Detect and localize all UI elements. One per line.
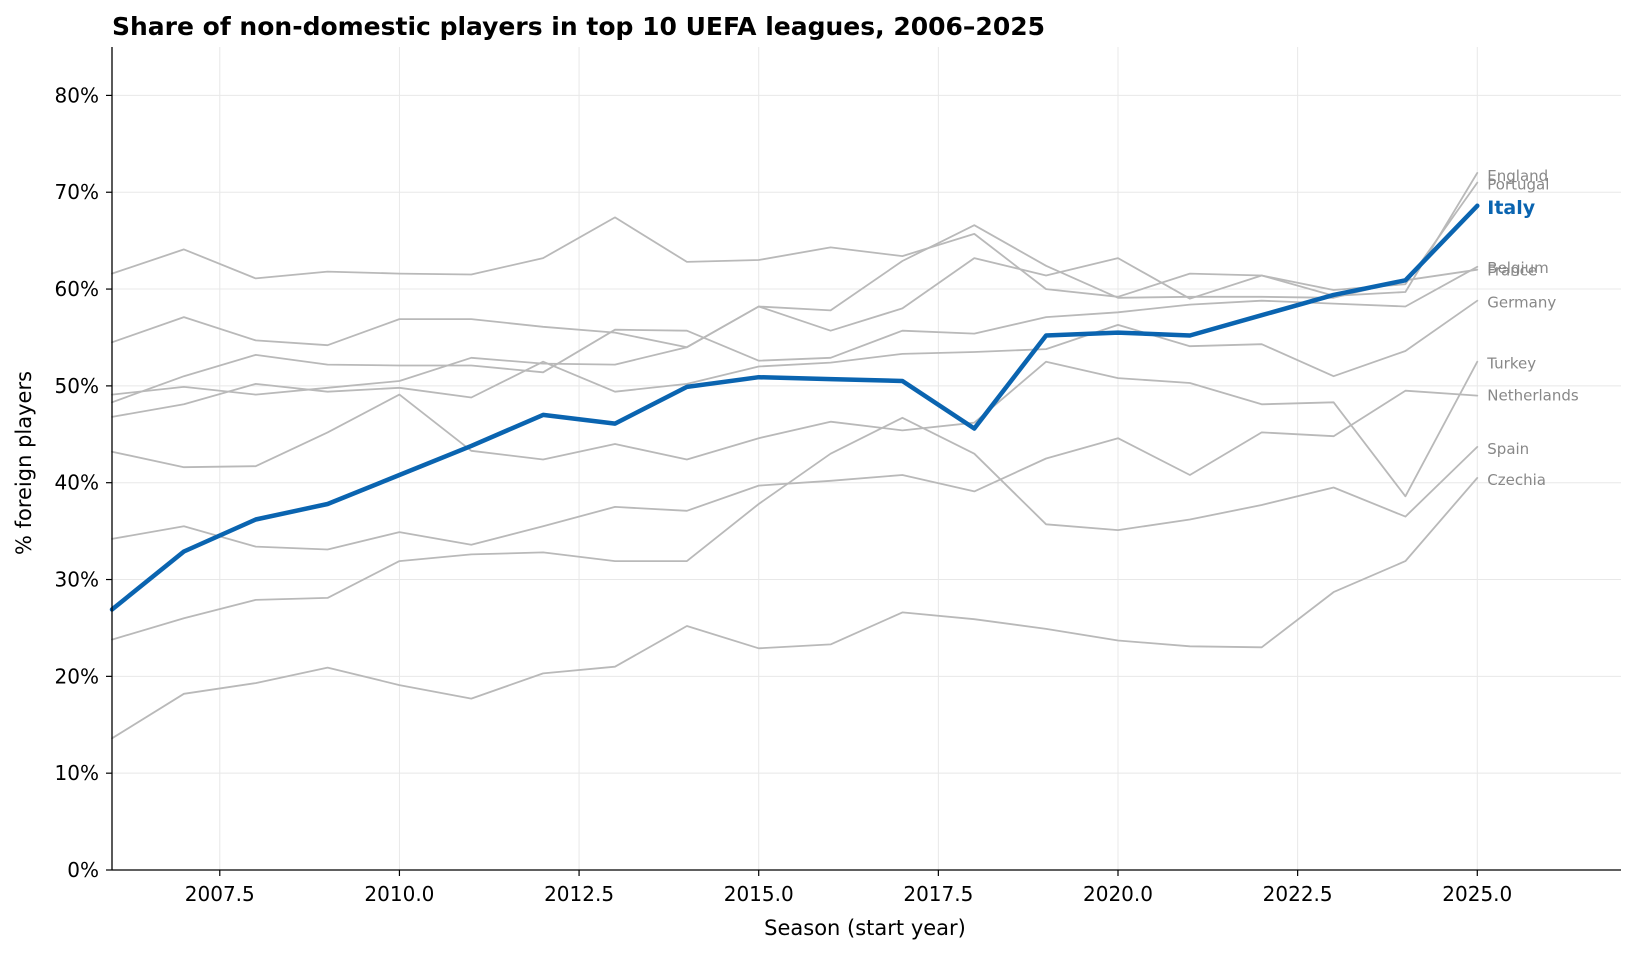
y-tick-label: 30%	[55, 568, 99, 592]
x-tick-label: 2010.0	[364, 882, 434, 906]
series-line-belgium	[111, 265, 1479, 404]
tick-labels: 2007.5 2010.0 2012.5 2015.0 2017.5 2020.0 2022…	[55, 83, 1513, 906]
series-label-germany: Germany	[1487, 294, 1556, 312]
x-tick-label: 2020.0	[1083, 882, 1153, 906]
x-tick-label: 2025.0	[1442, 882, 1512, 906]
x-tick-label: 2017.5	[903, 882, 973, 906]
series-label-turkey: Turkey	[1486, 355, 1536, 373]
y-tick-label: 70%	[55, 180, 99, 204]
y-tick-label: 40%	[55, 471, 99, 495]
y-tick-label: 80%	[55, 83, 99, 107]
series-line-france	[111, 224, 1479, 396]
series-line-germany	[111, 299, 1479, 418]
series-line-england	[111, 171, 1479, 298]
y-tick-label: 0%	[67, 858, 99, 882]
series-lines	[109, 171, 1480, 740]
series-line-czechia	[111, 476, 1479, 740]
series-label-spain: Spain	[1487, 440, 1529, 458]
series-label-netherlands: Netherlands	[1487, 387, 1579, 405]
x-tick-label: 2012.5	[544, 882, 614, 906]
series-label-france: France	[1487, 262, 1537, 280]
series-line-portugal	[111, 181, 1479, 349]
series-label-czechia: Czechia	[1487, 471, 1546, 489]
y-tick-label: 10%	[55, 761, 99, 785]
x-axis-label: Season (start year)	[764, 916, 966, 940]
x-tick-label: 2007.5	[185, 882, 255, 906]
series-label-belgium: Belgium	[1487, 259, 1549, 277]
series-line-netherlands	[111, 389, 1479, 551]
axes	[106, 47, 1621, 876]
x-tick-label: 2015.0	[724, 882, 794, 906]
series-line-italy	[109, 203, 1480, 612]
grid	[112, 47, 1621, 871]
series-label-england: England	[1487, 167, 1548, 185]
y-tick-label: 60%	[55, 277, 99, 301]
series-line-spain	[111, 416, 1479, 641]
series-label-italy: Italy	[1487, 197, 1535, 219]
series-label-portugal: Portugal	[1487, 175, 1549, 193]
chart-title: Share of non-domestic players in top 10 …	[112, 12, 1045, 41]
y-tick-label: 50%	[55, 374, 99, 398]
y-axis-label: % foreign players	[12, 371, 36, 555]
y-tick-label: 20%	[55, 664, 99, 688]
x-tick-label: 2022.5	[1263, 882, 1333, 906]
series-line-turkey	[111, 360, 1479, 498]
